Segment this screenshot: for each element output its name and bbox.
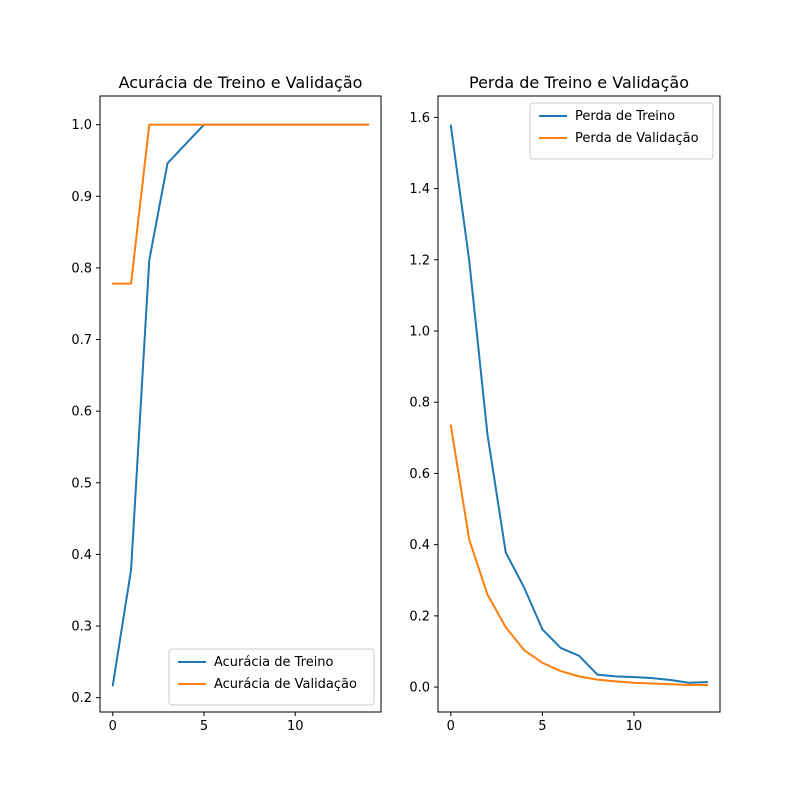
series-line-perda-de-validacao	[449, 424, 709, 686]
y-tick-label: 1.2	[409, 253, 430, 268]
legend-frame	[529, 102, 714, 160]
y-tick-label: 1.4	[409, 182, 430, 197]
x-tick-label: 10	[626, 719, 643, 734]
series-line-acuracia-de-validacao	[111, 123, 370, 285]
x-tick-label: 0	[109, 719, 117, 734]
chart-title: Perda de Treino e Validação	[469, 73, 689, 92]
chart-title: Acurácia de Treino e Validação	[119, 73, 363, 92]
y-tick-label: 0.3	[71, 620, 92, 635]
y-tick-label: 0.6	[71, 405, 92, 420]
y-tick-label: 1.0	[409, 325, 430, 340]
plot-area: 0 5 10 0.0 0.2 0.4 0.6 0.8 1.0 1.2 1.4 1.6	[409, 111, 709, 734]
y-tick-label: 1.0	[71, 118, 92, 133]
legend-entry-label: Perda de Validação	[575, 131, 699, 146]
legend-entry-label: Acurácia de Treino	[214, 655, 334, 670]
axes-frame	[437, 95, 721, 713]
x-tick-label: 5	[538, 719, 546, 734]
x-tick-label: 10	[287, 719, 304, 734]
y-tick-label: 0.0	[409, 681, 430, 696]
y-tick-label: 0.2	[409, 609, 430, 624]
y-tick-label: 0.7	[71, 333, 92, 348]
y-tick-label: 0.5	[71, 476, 92, 491]
y-tick-label: 1.6	[409, 111, 430, 126]
series-line-acuracia-de-treino	[111, 123, 370, 687]
y-tick-label: 0.8	[409, 396, 430, 411]
y-tick-label: 0.4	[71, 548, 92, 563]
plot-area: 0 5 10 0.2 0.3 0.4 0.5 0.6 0.7 0.8 0.9 1.0	[71, 118, 370, 734]
chart-panel-loss: Perda de Treino e Validação 0 5 10 0.0 0.2 0.…	[409, 73, 721, 734]
legend: Acurácia de Treino Acurácia de Validação	[168, 648, 375, 706]
y-tick-label: 0.8	[71, 261, 92, 276]
legend-entry-label: Acurácia de Validação	[214, 677, 357, 692]
legend-frame	[168, 648, 375, 706]
legend: Perda de Treino Perda de Validação	[529, 102, 714, 160]
y-tick-label: 0.9	[71, 190, 92, 205]
y-tick-label: 0.6	[409, 467, 430, 482]
x-tick-label: 0	[447, 719, 455, 734]
legend-entry-label: Perda de Treino	[575, 109, 675, 124]
y-tick-label: 0.4	[409, 538, 430, 553]
y-tick-label: 0.2	[71, 691, 92, 706]
chart-panel-accuracy: Acurácia de Treino e Validação 0 5 10 0.2 0.…	[71, 73, 382, 734]
x-tick-label: 5	[200, 719, 208, 734]
series-line-perda-de-treino	[449, 124, 709, 684]
axes-frame	[99, 95, 382, 713]
